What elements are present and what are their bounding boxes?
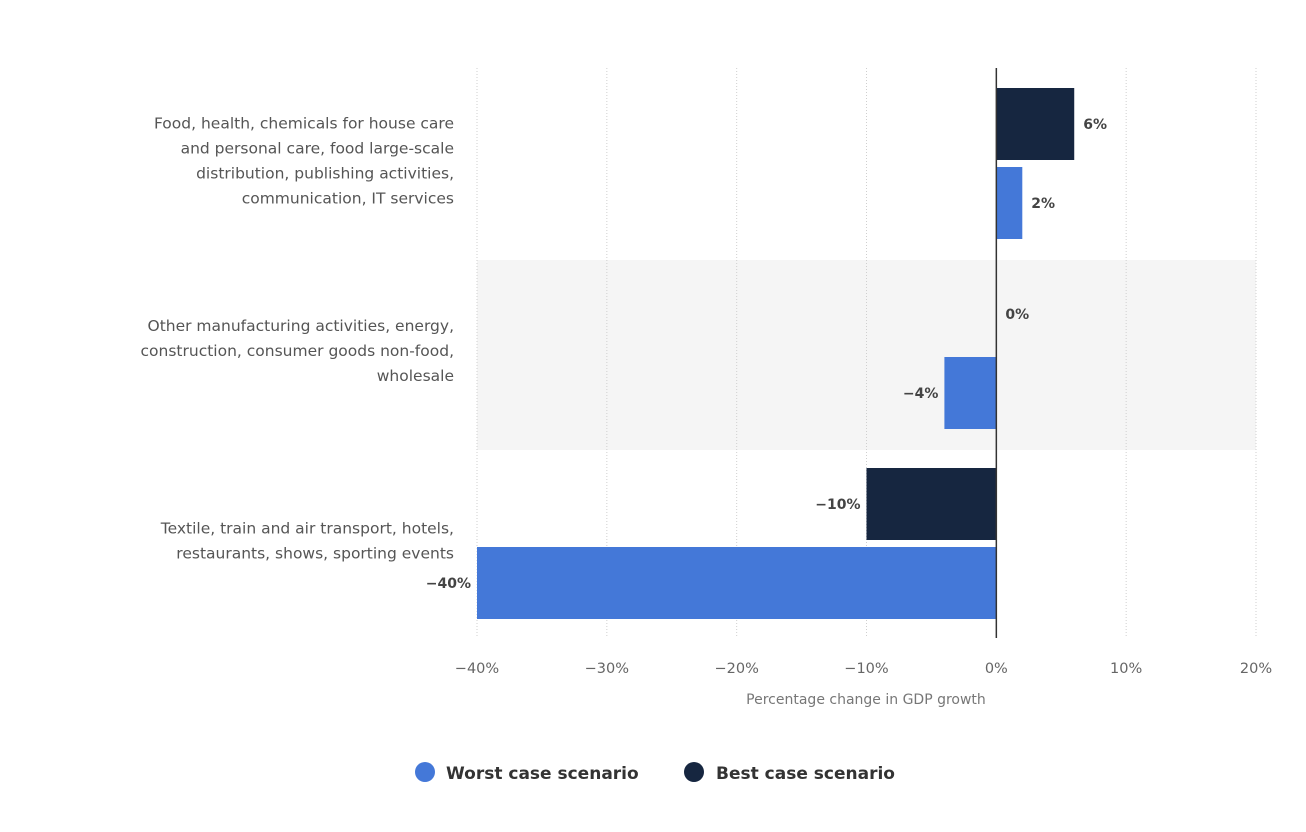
x-tick-label: −20% bbox=[714, 661, 758, 677]
data-label: 0% bbox=[1005, 307, 1029, 323]
category-label: and personal care, food large-scale bbox=[181, 140, 454, 158]
bar-best bbox=[996, 88, 1075, 160]
category-label: restaurants, shows, sporting events bbox=[176, 545, 454, 563]
x-tick-label: 0% bbox=[985, 661, 1008, 677]
x-axis-title: Percentage change in GDP growth bbox=[746, 692, 986, 708]
legend-label: Worst case scenario bbox=[446, 764, 639, 784]
x-tick-label: −40% bbox=[455, 661, 499, 677]
bar-worst bbox=[996, 167, 1023, 239]
x-tick-label: −30% bbox=[585, 661, 629, 677]
data-label: −10% bbox=[815, 497, 860, 513]
x-tick-label: 20% bbox=[1240, 661, 1272, 677]
legend-marker bbox=[684, 762, 704, 782]
bar-worst bbox=[944, 357, 997, 429]
data-label: 6% bbox=[1083, 117, 1107, 133]
category-label: distribution, publishing activities, bbox=[196, 165, 454, 183]
data-label: −40% bbox=[426, 576, 471, 592]
category-label: Textile, train and air transport, hotels… bbox=[160, 520, 454, 538]
category-label: Other manufacturing activities, energy, bbox=[148, 317, 455, 335]
category-label: construction, consumer goods non-food, bbox=[141, 342, 454, 360]
legend-label: Best case scenario bbox=[716, 764, 895, 784]
category-label: Food, health, chemicals for house care bbox=[154, 115, 454, 133]
x-tick-label: −10% bbox=[844, 661, 888, 677]
category-band bbox=[477, 260, 1256, 450]
bar-worst bbox=[477, 547, 997, 619]
category-label: communication, IT services bbox=[242, 190, 454, 208]
bar-best bbox=[866, 468, 997, 540]
x-tick-label: 10% bbox=[1110, 661, 1142, 677]
data-label: 2% bbox=[1031, 196, 1055, 212]
category-label: wholesale bbox=[377, 367, 454, 385]
data-label: −4% bbox=[903, 386, 939, 402]
legend-marker bbox=[415, 762, 435, 782]
